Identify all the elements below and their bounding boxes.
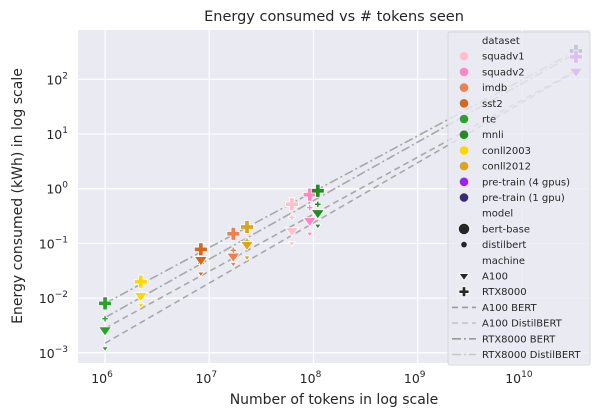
legend-title-machine: machine	[482, 256, 525, 267]
point-conll2012-bert-base-a100	[239, 241, 255, 252]
legend-title-model: model	[482, 209, 513, 220]
legend-label-bert-base: bert-base	[482, 224, 530, 235]
point-rte-distilbert-rtx8000	[101, 315, 109, 323]
legend-label-distilbert: distilbert	[482, 240, 526, 251]
point-rte-bert-base-a100	[97, 326, 113, 337]
y-tick-label: 10−3	[39, 345, 68, 361]
y-axis-label: Energy consumed (kWh) in log scale	[10, 68, 26, 324]
point-conll2012-bert-base-rtx8000	[240, 220, 254, 234]
point-mnli-distilbert-a100	[313, 223, 322, 230]
point-sst2-bert-base-a100	[193, 256, 209, 267]
legend-marker-a100	[458, 273, 470, 282]
point-squadv2-distilbert-a100	[305, 231, 314, 238]
point-squadv2-bert-base-a100	[302, 217, 317, 228]
x-tick-label: 1010	[505, 370, 533, 386]
legend-swatch-squadv2	[459, 67, 469, 77]
legend-label-conll2012: conll2012	[482, 162, 531, 173]
point-imdb-distilbert-a100	[229, 262, 238, 268]
legend-swatch-conll2012	[459, 161, 469, 171]
point-squadv2-distilbert-rtx8000	[306, 204, 314, 212]
point-squadv1-distilbert-a100	[287, 241, 296, 247]
legend-label-squadv1: squadv1	[482, 52, 525, 63]
point-imdb-bert-base-a100	[226, 252, 241, 263]
legend-marker-distilbert	[461, 241, 467, 248]
point-conll2012-distilbert-a100	[242, 255, 251, 262]
legend-label-rtx8000-distilbert: RTX8000 DistilBERT	[482, 350, 581, 361]
point-rte-distilbert-a100	[101, 346, 110, 353]
legend-label-pre-train-1-gpu: pre-train (1 gpu)	[482, 193, 565, 204]
legend-label-pre-train-4-gpus: pre-train (4 gpus)	[482, 177, 570, 188]
axis-tick-labels: 106 107 108 109 1010 10−3 10−2 10−1 100 101 102	[39, 71, 533, 386]
point-sst2-bert-base-rtx8000	[193, 242, 208, 257]
x-axis-label: Number of tokens in log scale	[230, 392, 439, 408]
legend-swatch-rte	[459, 114, 469, 124]
chart-title: Energy consumed vs # tokens seen	[204, 9, 464, 25]
legend-label-mnli: mnli	[482, 130, 504, 141]
legend-label-rtx8000: RTX8000	[482, 287, 527, 298]
legend-swatch-conll2003	[459, 146, 469, 155]
x-tick-label: 108	[300, 370, 322, 386]
point-squadv1-bert-base-a100	[284, 227, 300, 238]
legend-swatch-squadv1	[459, 51, 469, 61]
point-imdb-bert-base-rtx8000	[226, 226, 241, 241]
legend-marker-bert-base	[458, 223, 470, 235]
legend-label-imdb: imdb	[482, 83, 507, 94]
legend-label-conll2003: conll2003	[482, 146, 531, 157]
point-conll2003-bert-base-a100	[133, 292, 149, 303]
legend-title-dataset: dataset	[482, 36, 520, 47]
x-tick-label: 109	[404, 370, 426, 386]
point-mnli-distilbert-rtx8000	[314, 200, 322, 208]
y-tick-label: 10−2	[39, 290, 68, 306]
point-conll2003-bert-base-rtx8000	[133, 274, 148, 289]
legend-frame	[447, 31, 591, 366]
legend-label-a100-distilbert: A100 DistilBERT	[482, 319, 563, 330]
point-squadv1-distilbert-rtx8000	[288, 213, 296, 221]
legend-swatch-pre-train-4-gpus	[459, 177, 469, 187]
legend: dataset squadv1 squadv2 imdb sst2 rte mnli conl…	[447, 31, 591, 366]
legend-label-rtx8000-bert: RTX8000 BERT	[482, 334, 556, 345]
legend-swatch-pre-train-1-gpu	[459, 193, 469, 202]
point-squadv1-bert-base-rtx8000	[284, 197, 299, 212]
legend-label-sst2: sst2	[482, 99, 503, 110]
legend-swatch-imdb	[459, 83, 469, 92]
point-mnli-bert-base-rtx8000	[310, 183, 325, 198]
legend-swatch-mnli	[459, 130, 469, 139]
legend-label-rte: rte	[482, 115, 496, 126]
point-conll2003-distilbert-a100	[136, 302, 145, 309]
point-rte-bert-base-rtx8000	[98, 296, 112, 311]
x-tick-label: 106	[91, 370, 113, 386]
legend-marker-rtx8000	[458, 286, 470, 298]
legend-label-a100-bert: A100 BERT	[482, 303, 538, 314]
point-mnli-bert-base-a100	[310, 209, 326, 220]
y-tick-label: 100	[46, 181, 68, 197]
legend-label-squadv2: squadv2	[482, 67, 525, 78]
point-sst2-distilbert-a100	[196, 271, 205, 278]
legend-label-a100: A100	[482, 272, 508, 283]
x-tick-label: 107	[195, 370, 217, 386]
y-tick-label: 102	[46, 71, 68, 87]
y-tick-label: 10−1	[39, 235, 68, 251]
y-tick-label: 101	[46, 126, 68, 142]
legend-swatch-sst2	[459, 99, 469, 108]
